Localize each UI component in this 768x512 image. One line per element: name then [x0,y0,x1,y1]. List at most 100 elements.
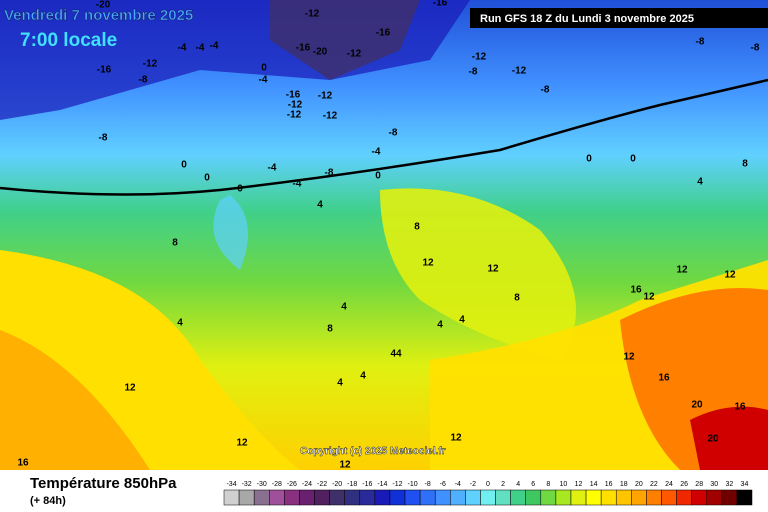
scale-swatch [299,489,315,506]
scale-tick-label: -28 [272,481,282,488]
scale-swatch [721,489,738,506]
contour-label: -8 [541,85,550,96]
contour-label: 12 [676,265,688,276]
contour-label: -16 [376,28,391,39]
scale-tick-label: 6 [531,481,535,488]
contour-label: 20 [707,434,719,445]
scale-tick-label: -32 [242,481,252,488]
contour-label: -16 [97,65,112,76]
scale-swatch [736,489,753,506]
scale-tick-label: -22 [317,481,327,488]
contour-label: 20 [691,400,703,411]
scale-tick-label: 24 [665,481,673,488]
scale-swatch [525,489,542,506]
scale-swatch [465,489,481,506]
contour-label: 12 [487,264,499,275]
scale-tick-label: -8 [425,481,431,488]
contour-label: -20 [313,47,328,58]
contour-label: -8 [696,37,705,48]
scale-swatch [450,489,466,506]
contour-label: -8 [99,133,108,144]
scale-swatch [434,489,451,506]
contour-label: 8 [414,222,420,233]
scale-swatch [404,489,421,506]
scale-tick-label: -4 [455,481,461,488]
scale-tick-label: 26 [680,481,688,488]
scale-swatch [314,489,330,506]
scale-tick-label: 12 [575,481,583,488]
scale-tick-label: -12 [392,481,402,488]
scale-tick-label: -20 [332,481,342,488]
contour-label: -4 [259,75,268,86]
scale-tick-label: -2 [470,481,476,488]
scale-tick-label: 4 [516,481,520,488]
contour-label: -12 [318,91,333,102]
contour-labels: -20-12-16-16-20-16-12 -12-12-8-8-8-8-16-1… [17,0,759,471]
contour-label: 4 [697,177,703,188]
scale-swatch [269,489,285,506]
date: Vendredi 7 novembre 2025 [4,7,193,24]
scale-tick-label: -14 [377,481,387,488]
contour-label: -4 [372,147,381,158]
scale-tick-label: 32 [725,481,733,488]
scale-swatch [631,489,647,506]
contour-label: -12 [472,52,487,63]
scale-tick-label: -16 [362,481,372,488]
contour-label: 0 [237,184,243,195]
contour-label: -12 [143,59,158,70]
scale-tick-label: 22 [650,481,658,488]
contour-label: 4 [459,315,465,326]
run-info: Run GFS 18 Z du Lundi 3 novembre 2025 [480,13,694,25]
contour-label: -16 [286,90,301,101]
contour-label: 8 [327,324,333,335]
scale-swatch [661,489,677,506]
contour-label: 4 [317,200,323,211]
contour-label: 0 [630,154,636,165]
contour-label: 12 [339,460,351,471]
contour-label: 4 [360,371,366,382]
scale-swatch [615,489,632,506]
scale-swatch [540,489,557,506]
contour-label: -20 [96,0,111,11]
contour-label: 8 [514,293,520,304]
scale-swatch [706,489,723,506]
scale-swatch [600,489,617,506]
lead-time: (+ 84h) [30,495,66,507]
contour-label: 4 [177,318,183,329]
scale-swatch [238,489,255,506]
scale-swatch [570,489,587,506]
contour-label: 12 [643,292,655,303]
contour-label: 12 [623,352,635,363]
scale-tick-label: -24 [302,481,312,488]
contour-label: 4 [337,378,343,389]
contour-label: -12 [323,111,338,122]
contour-label: 0 [181,160,187,171]
contour-label: -8 [751,43,760,54]
contour-label: 44 [390,349,402,360]
scale-tick-label: 16 [605,481,613,488]
contour-label: -12 [287,110,302,121]
contour-label: -16 [296,43,311,54]
scale-tick-label: 14 [590,481,598,488]
scale-swatch [344,489,361,506]
contour-label: 12 [124,383,136,394]
scale-swatch [495,489,511,506]
scale-swatch [389,489,406,506]
contour-label: -4 [293,179,302,190]
contour-label: -12 [512,66,527,77]
scale-tick-label: 18 [620,481,628,488]
contour-label: -12 [347,49,362,60]
contour-label: 16 [734,402,746,413]
scale-tick-label: 8 [546,481,550,488]
contour-label: -16 [433,0,448,9]
contour-label: -4 [178,43,187,54]
scale-tick-label: -30 [257,481,267,488]
contour-label: 16 [630,285,642,296]
scale-tick-label: -10 [408,481,418,488]
scale-tick-label: -6 [440,481,446,488]
scale-swatch [676,489,692,506]
scale-swatch [510,489,526,506]
contour-label: 0 [261,63,267,74]
scale-swatch [359,489,376,506]
